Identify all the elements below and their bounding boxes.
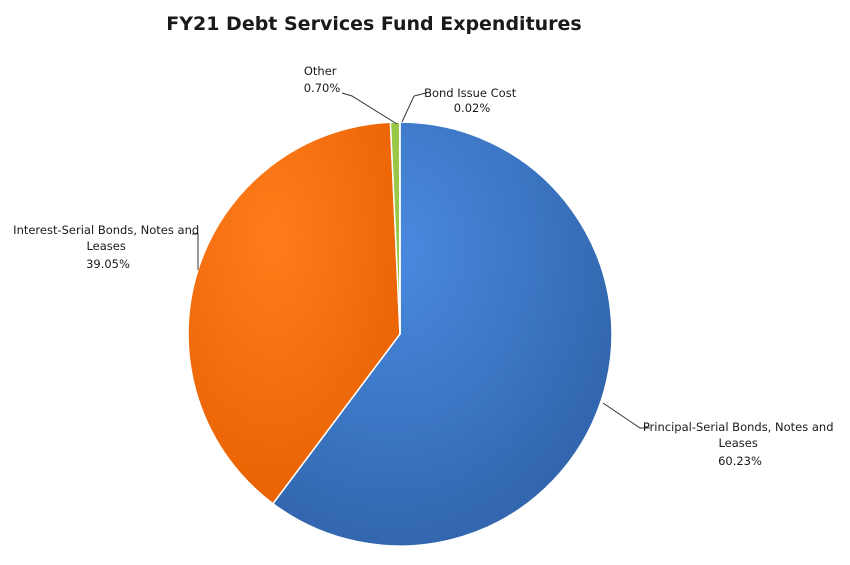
- slice-label-principal-line2: Leases: [718, 436, 757, 450]
- slice-label-principal: Principal-Serial Bonds, Notes and Leases…: [643, 420, 837, 468]
- slice-label-interest-percent: 39.05%: [86, 257, 130, 271]
- slice-label-principal-percent: 60.23%: [718, 454, 762, 468]
- pie-slices: [187, 121, 613, 547]
- slice-label-interest: Interest-Serial Bonds, Notes and Leases …: [13, 223, 203, 271]
- pie-slice-principal: [271, 121, 613, 547]
- leader-line-principal: [602, 402, 650, 429]
- slice-label-bond-issue-cost-percent: 0.02%: [454, 101, 491, 115]
- slice-label-principal-line1: Principal-Serial Bonds, Notes and: [643, 420, 834, 434]
- leader-line-interest: [192, 233, 199, 270]
- slice-label-bond-issue-cost-line1: Bond Issue Cost: [424, 86, 517, 100]
- leader-line-bond-issue-cost: [401, 92, 427, 123]
- slice-label-other: Other 0.70%: [304, 64, 341, 95]
- leader-line-other: [341, 92, 398, 125]
- pie-slice-interest: [187, 121, 401, 505]
- slice-label-other-line1: Other: [304, 64, 337, 78]
- slice-label-other-percent: 0.70%: [304, 81, 341, 95]
- chart-title: FY21 Debt Services Fund Expenditures: [166, 13, 582, 35]
- slice-label-interest-line1: Interest-Serial Bonds, Notes and: [13, 223, 199, 237]
- slice-label-bond-issue-cost: Bond Issue Cost 0.02%: [424, 86, 520, 115]
- slice-label-interest-line2: Leases: [86, 239, 125, 253]
